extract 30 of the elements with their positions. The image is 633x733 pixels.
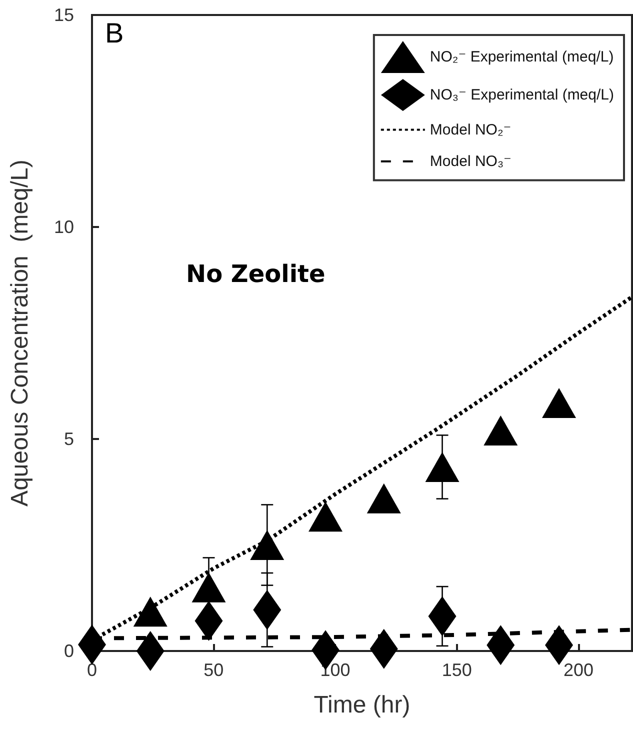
point [484, 416, 518, 446]
legend-label: Model NO₃⁻ [430, 152, 512, 170]
legend-label: NO₂⁻ Experimental (meq/L) [430, 48, 614, 66]
x-tick-label: 200 [563, 660, 594, 680]
y-tick-label: 15 [54, 5, 74, 25]
y-axis-title: Aqueous Concentration (meq/L) [6, 160, 34, 506]
point [192, 572, 226, 602]
point [370, 628, 398, 669]
x-tick-label: 50 [204, 660, 224, 680]
legend-label: Model NO₂⁻ [430, 121, 512, 138]
x-tick-label: 150 [442, 660, 472, 680]
x-tick-label: 0 [86, 660, 98, 680]
point [425, 452, 460, 482]
point [253, 590, 282, 630]
legend-label: NO₃⁻ Experimental (meq/L) [430, 86, 614, 104]
point [133, 596, 168, 627]
y-tick-label: 0 [64, 641, 74, 661]
point [542, 388, 576, 418]
y-tick-label: 10 [54, 217, 74, 237]
y-tick-label: 5 [64, 429, 74, 449]
point [194, 600, 223, 641]
annotation: No Zeolite [186, 260, 326, 288]
annotation: B [105, 18, 124, 48]
point [486, 625, 515, 666]
x-axis-title: Time (hr) [314, 692, 410, 718]
point [136, 631, 164, 671]
point [308, 502, 343, 532]
point [366, 483, 401, 514]
point [250, 530, 284, 560]
point [428, 596, 456, 636]
